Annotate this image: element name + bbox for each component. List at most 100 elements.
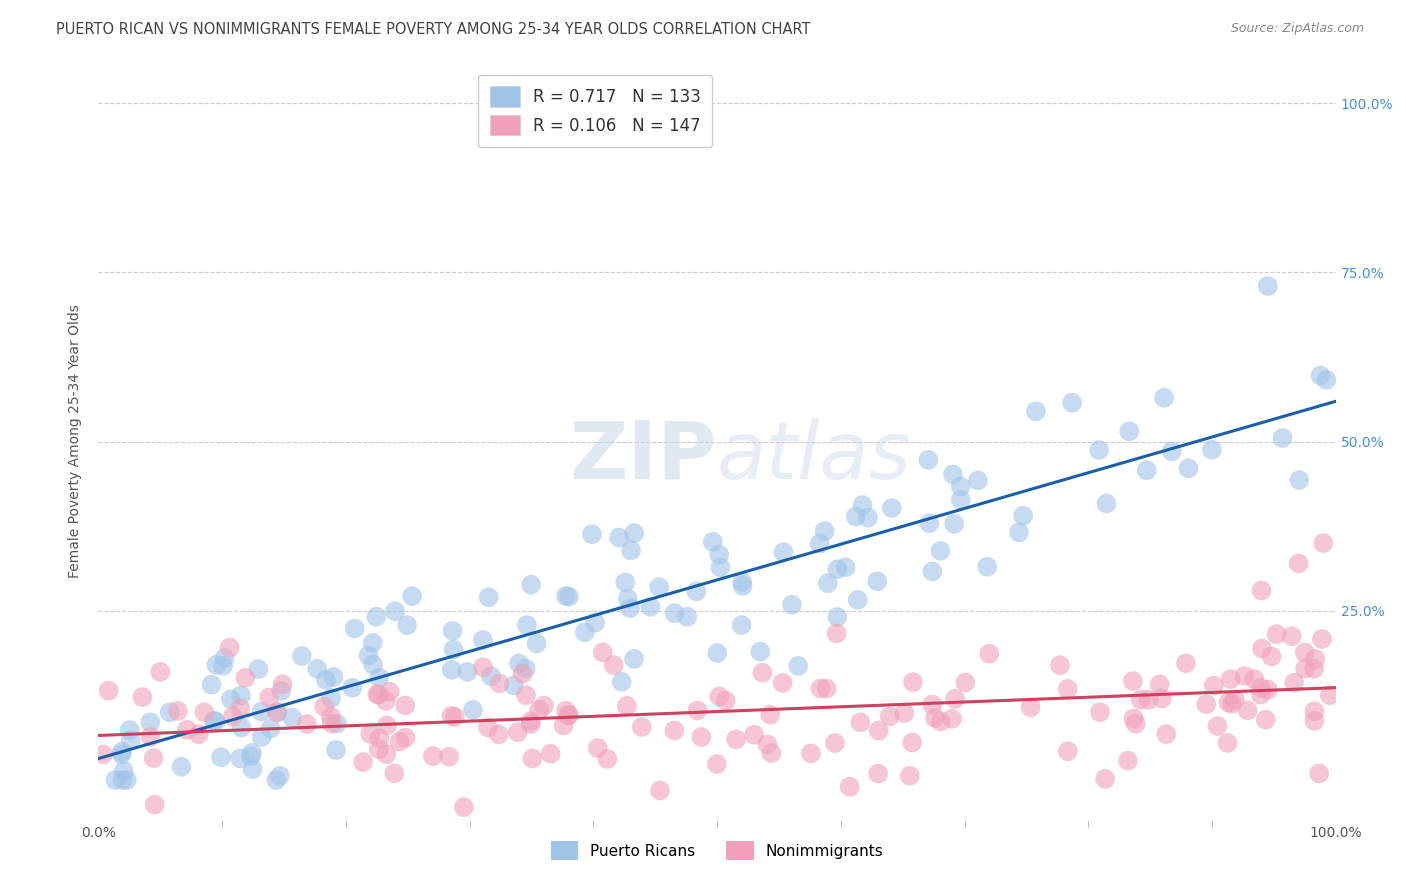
Point <box>214 651 236 665</box>
Point <box>714 694 737 708</box>
Point <box>375 747 398 761</box>
Point <box>1294 645 1316 659</box>
Point <box>1243 672 1265 686</box>
Point <box>368 731 391 746</box>
Point <box>555 589 578 603</box>
Point <box>553 718 575 732</box>
Point <box>648 783 671 797</box>
Point <box>756 738 779 752</box>
Point <box>1125 716 1147 731</box>
Point <box>941 712 963 726</box>
Point <box>250 730 273 744</box>
Point <box>690 730 713 744</box>
Point <box>676 609 699 624</box>
Point <box>515 688 537 702</box>
Point <box>648 580 671 594</box>
Point <box>1153 391 1175 405</box>
Point <box>1216 736 1239 750</box>
Point <box>110 747 132 762</box>
Point <box>901 675 924 690</box>
Point <box>529 703 551 717</box>
Point <box>342 681 364 695</box>
Point <box>1116 754 1139 768</box>
Point <box>583 615 606 630</box>
Point <box>396 618 419 632</box>
Point <box>1025 404 1047 418</box>
Point <box>949 479 972 493</box>
Point <box>827 610 849 624</box>
Point <box>827 562 849 576</box>
Point <box>437 749 460 764</box>
Point <box>515 662 537 676</box>
Point <box>526 636 548 650</box>
Point <box>1177 461 1199 475</box>
Point <box>471 632 494 647</box>
Point <box>814 524 837 538</box>
Point <box>1315 373 1337 387</box>
Point <box>1251 641 1274 656</box>
Point <box>610 674 633 689</box>
Point <box>623 526 645 541</box>
Point <box>1202 679 1225 693</box>
Point <box>780 598 803 612</box>
Point <box>834 560 856 574</box>
Point <box>824 736 846 750</box>
Point <box>1265 627 1288 641</box>
Point <box>808 536 831 550</box>
Point <box>1088 442 1111 457</box>
Point <box>664 606 686 620</box>
Point <box>664 723 686 738</box>
Point <box>478 591 501 605</box>
Point <box>761 746 783 760</box>
Point <box>1303 662 1326 676</box>
Point <box>630 720 652 734</box>
Point <box>1250 688 1272 702</box>
Point <box>367 742 389 756</box>
Point <box>772 676 794 690</box>
Point <box>1309 368 1331 383</box>
Point <box>1319 688 1341 702</box>
Point <box>352 755 374 769</box>
Point <box>321 716 343 731</box>
Point <box>614 575 637 590</box>
Point <box>1129 692 1152 706</box>
Point <box>749 645 772 659</box>
Point <box>229 701 252 715</box>
Point <box>685 584 707 599</box>
Point <box>1303 652 1326 666</box>
Point <box>440 708 463 723</box>
Point <box>378 684 401 698</box>
Point <box>219 692 242 706</box>
Point <box>1174 657 1197 671</box>
Point <box>1154 727 1177 741</box>
Point <box>281 711 304 725</box>
Point <box>1019 700 1042 714</box>
Point <box>1220 697 1243 711</box>
Point <box>731 574 754 589</box>
Point <box>239 749 262 764</box>
Point <box>1149 677 1171 691</box>
Point <box>159 706 181 720</box>
Point <box>815 681 838 696</box>
Point <box>325 743 347 757</box>
Point <box>233 671 256 685</box>
Point <box>1122 673 1144 688</box>
Point <box>1288 473 1310 487</box>
Point <box>967 474 990 488</box>
Point <box>259 722 281 736</box>
Point <box>800 747 823 761</box>
Point <box>115 772 138 787</box>
Point <box>929 544 952 558</box>
Point <box>520 714 543 728</box>
Point <box>170 760 193 774</box>
Point <box>270 684 292 698</box>
Point <box>533 698 555 713</box>
Point <box>810 681 832 696</box>
Point <box>477 720 499 734</box>
Point <box>557 708 579 723</box>
Point <box>359 727 381 741</box>
Point <box>176 723 198 737</box>
Point <box>1223 692 1246 706</box>
Point <box>1062 395 1084 409</box>
Point <box>759 707 782 722</box>
